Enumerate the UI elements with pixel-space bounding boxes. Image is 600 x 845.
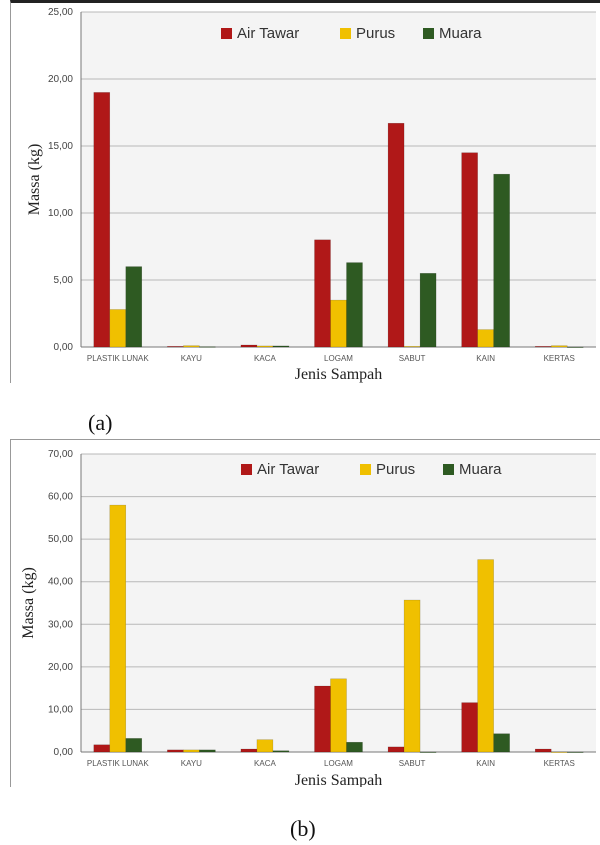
bar-air-tawar: [167, 749, 184, 753]
y-tick-label: 20,00: [48, 74, 73, 85]
bar-muara: [566, 346, 584, 348]
bar-purus: [183, 749, 200, 753]
bar-muara: [272, 345, 290, 348]
category-label: LOGAM: [324, 354, 353, 363]
y-tick-label: 10,00: [48, 704, 73, 715]
caption-b: (b): [290, 816, 316, 841]
bar-muara: [346, 262, 363, 348]
category-label: KAIN: [476, 354, 495, 363]
bar-air-tawar: [240, 344, 258, 348]
y-tick-label: 40,00: [48, 577, 73, 588]
x-axis-title: Jenis Sampah: [295, 366, 383, 383]
category-label: KAIN: [476, 759, 495, 768]
bar-purus: [109, 309, 127, 348]
category-label: KACA: [254, 759, 276, 768]
y-tick-label: 25,00: [48, 7, 73, 18]
plot-area: [81, 12, 596, 347]
bar-purus: [109, 504, 127, 753]
legend-label: Purus: [376, 461, 415, 478]
chart-panel-b: 0,00 10,00 20,00 30,00 40,00 50,00 60,00 70,00 P…: [10, 439, 600, 787]
category-label: KAYU: [181, 354, 202, 363]
bar-purus: [256, 739, 274, 753]
legend-label: Muara: [459, 461, 502, 478]
chart-a-svg: 0,00 5,00 10,00 15,00 20,00 25,00 PLASTIK LUNA…: [26, 7, 596, 383]
bar-muara: [199, 749, 216, 753]
bar-purus: [403, 346, 421, 348]
legend-label: Air Tawar: [257, 461, 319, 478]
legend-label: Air Tawar: [237, 25, 299, 42]
bar-air-tawar: [93, 92, 111, 348]
bar-air-tawar: [534, 748, 552, 753]
bar-muara: [272, 750, 290, 753]
legend-swatch: [443, 464, 454, 475]
bar-purus: [477, 559, 494, 753]
chart-b-svg: 0,00 10,00 20,00 30,00 40,00 50,00 60,00 70,00 P…: [20, 449, 596, 787]
bar-purus: [330, 299, 347, 348]
bar-muara: [419, 751, 437, 753]
legend-swatch: [221, 28, 232, 39]
category-label: SABUT: [399, 759, 426, 768]
bar-muara: [419, 273, 437, 348]
bar-muara: [493, 173, 510, 348]
category-label: KAYU: [181, 759, 202, 768]
bar-muara: [346, 741, 363, 753]
bar-purus: [550, 751, 568, 753]
bar-air-tawar: [314, 239, 331, 348]
bar-air-tawar: [314, 685, 331, 753]
category-label: KERTAS: [544, 759, 575, 768]
bar-muara: [125, 738, 143, 753]
y-tick-label: 10,00: [48, 208, 73, 219]
legend-swatch: [423, 28, 434, 39]
bar-air-tawar: [461, 152, 478, 348]
y-tick-label: 50,00: [48, 534, 73, 545]
legend-label: Muara: [439, 25, 482, 42]
bar-purus: [550, 345, 568, 348]
bar-air-tawar: [240, 748, 258, 753]
y-tick-label: 30,00: [48, 619, 73, 630]
bar-muara: [566, 751, 584, 753]
bar-air-tawar: [93, 744, 111, 753]
y-tick-label: 0,00: [54, 747, 74, 758]
x-axis-title: Jenis Sampah: [295, 772, 383, 787]
category-label: KACA: [254, 354, 276, 363]
bar-purus: [183, 345, 200, 348]
bar-purus: [256, 345, 274, 348]
bar-air-tawar: [387, 122, 405, 348]
chart-panel-a: 0,00 5,00 10,00 15,00 20,00 25,00 PLASTIK LUNA…: [10, 0, 600, 383]
bar-purus: [330, 678, 347, 753]
bar-air-tawar: [461, 702, 478, 753]
category-label: PLASTIK LUNAK: [87, 354, 149, 363]
y-tick-label: 60,00: [48, 492, 73, 503]
y-tick-label: 5,00: [54, 275, 74, 286]
y-axis-title: Massa (kg): [26, 144, 43, 216]
bar-purus: [477, 329, 494, 348]
y-tick-label: 15,00: [48, 141, 73, 152]
y-tick-label: 70,00: [48, 449, 73, 460]
y-tick-label: 20,00: [48, 662, 73, 673]
y-tick-label: 0,00: [54, 342, 74, 353]
bar-muara: [199, 346, 216, 348]
category-label: KERTAS: [544, 354, 575, 363]
caption-a: (a): [88, 410, 113, 435]
legend-swatch: [241, 464, 252, 475]
legend-label: Purus: [356, 25, 395, 42]
legend-swatch: [340, 28, 351, 39]
category-label: SABUT: [399, 354, 426, 363]
bar-air-tawar: [534, 346, 552, 348]
category-label: PLASTIK LUNAK: [87, 759, 149, 768]
category-label: LOGAM: [324, 759, 353, 768]
bar-muara: [125, 266, 143, 348]
bar-purus: [403, 599, 421, 753]
bar-air-tawar: [387, 746, 405, 753]
bar-air-tawar: [167, 346, 184, 348]
y-axis-title: Massa (kg): [20, 567, 37, 639]
bar-muara: [493, 733, 510, 753]
legend-swatch: [360, 464, 371, 475]
